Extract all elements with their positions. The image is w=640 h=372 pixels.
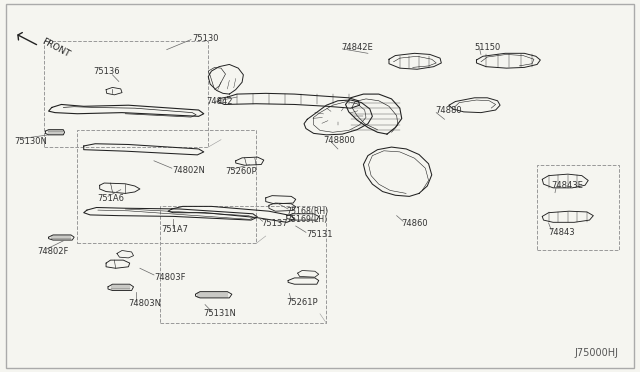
Text: 51150: 51150	[474, 43, 500, 52]
Text: 751A7: 751A7	[162, 225, 189, 234]
Text: 75136: 75136	[93, 67, 120, 76]
Text: 75131: 75131	[306, 230, 332, 240]
Bar	[77, 131, 256, 243]
Text: J75000HJ: J75000HJ	[575, 348, 619, 358]
Text: 74803N: 74803N	[129, 299, 161, 308]
Text: 74880: 74880	[435, 106, 461, 115]
Text: 751A6: 751A6	[98, 194, 125, 203]
Text: 74802F: 74802F	[38, 247, 69, 256]
Text: 75168(RH): 75168(RH)	[287, 207, 329, 216]
Text: 74860: 74860	[402, 219, 428, 228]
Text: 74802N: 74802N	[172, 166, 205, 175]
Bar	[537, 164, 619, 250]
Text: 748800: 748800	[323, 136, 355, 145]
Text: 75169(LH): 75169(LH)	[287, 215, 328, 224]
Bar	[161, 206, 326, 323]
Text: 74843E: 74843E	[551, 181, 583, 190]
Text: 75130N: 75130N	[15, 137, 47, 146]
Text: 75130: 75130	[192, 34, 219, 43]
Text: FRONT: FRONT	[40, 37, 72, 59]
Bar	[44, 41, 208, 147]
Text: 75131N: 75131N	[204, 310, 237, 318]
Text: 74803F: 74803F	[154, 273, 186, 282]
Text: 75137: 75137	[261, 219, 288, 228]
Text: 75260P: 75260P	[225, 167, 257, 176]
Text: 74842: 74842	[206, 97, 233, 106]
Text: 74842E: 74842E	[341, 43, 373, 52]
Text: 75261P: 75261P	[287, 298, 319, 307]
Text: 74843: 74843	[548, 228, 575, 237]
